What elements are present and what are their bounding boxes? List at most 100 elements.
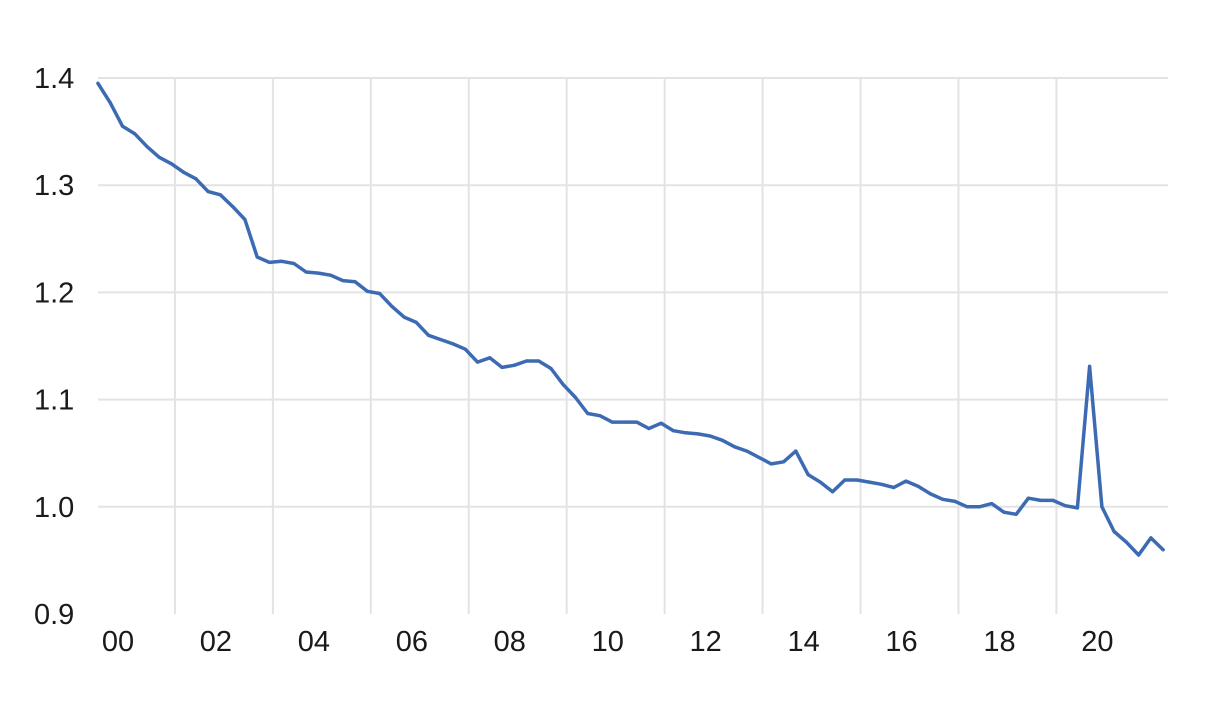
data-point (953, 499, 957, 504)
data-point (855, 478, 859, 482)
data-point (120, 124, 125, 128)
data-point (157, 155, 161, 159)
x-tick-label: 08 (494, 626, 526, 658)
data-point (194, 177, 198, 181)
data-point (549, 366, 553, 371)
data-point (512, 363, 516, 367)
data-point (904, 479, 908, 483)
data-point (1014, 512, 1018, 516)
x-tick-label: 14 (787, 626, 819, 658)
data-point (169, 162, 174, 166)
data-point (965, 505, 969, 509)
data-point (684, 431, 688, 435)
data-point (696, 432, 700, 436)
x-tick-label: 20 (1081, 626, 1113, 658)
data-point (671, 429, 676, 433)
data-point (96, 81, 100, 85)
x-axis-ticks: 00 02 04 06 08 10 12 14 16 18 20 (102, 626, 1114, 658)
data-point (329, 273, 333, 277)
x-tick-label: 12 (690, 626, 722, 658)
y-tick-label: 0.9 (34, 599, 74, 631)
data-point (390, 304, 394, 308)
x-tick-label: 16 (885, 626, 917, 658)
data-point (1026, 496, 1031, 500)
data-point (916, 484, 920, 489)
data-point (439, 337, 443, 342)
data-point (292, 261, 296, 266)
data-point (426, 333, 431, 337)
grid-layer (98, 77, 1168, 614)
data-point (316, 271, 320, 275)
data-point (1088, 364, 1092, 368)
series-layer (96, 81, 1165, 557)
data-point (243, 217, 247, 222)
data-point (647, 426, 651, 431)
data-point (610, 420, 614, 424)
data-point (1124, 540, 1128, 544)
data-point (1100, 505, 1104, 509)
data-point (659, 421, 663, 425)
data-point (1075, 506, 1080, 510)
data-point (377, 291, 382, 296)
data-point (231, 205, 235, 209)
data-point (218, 193, 223, 197)
data-point (879, 482, 884, 486)
data-point (794, 449, 798, 453)
data-point (1161, 548, 1165, 552)
data-point (365, 289, 369, 293)
data-point (1063, 504, 1067, 508)
data-point (1039, 498, 1043, 502)
data-point (537, 359, 541, 363)
data-point (561, 382, 565, 387)
data-point (586, 411, 590, 416)
data-point (708, 434, 712, 438)
data-point (843, 478, 847, 482)
data-point (867, 480, 871, 484)
data-point (892, 485, 896, 490)
data-point (720, 438, 724, 442)
data-point (402, 315, 406, 319)
x-tick-label: 18 (983, 626, 1015, 658)
data-point (475, 360, 480, 364)
data-point (757, 455, 761, 460)
data-point (304, 270, 308, 274)
data-point (1149, 536, 1153, 540)
y-tick-label: 1.2 (34, 277, 74, 309)
data-point (500, 365, 504, 370)
data-point (1051, 498, 1055, 502)
x-tick-label: 06 (396, 626, 428, 658)
data-point (488, 356, 492, 360)
data-point (941, 497, 945, 501)
data-point (108, 101, 112, 105)
data-point (818, 480, 822, 484)
data-point (635, 420, 639, 424)
y-tick-label: 1.0 (34, 492, 74, 524)
data-point (463, 347, 467, 351)
data-point (733, 445, 737, 449)
data-point (206, 190, 210, 194)
y-tick-label: 1.1 (34, 385, 74, 417)
data-point (145, 145, 149, 149)
y-tick-label: 1.3 (34, 170, 74, 202)
y-axis-ticks: 0.9 1.0 1.1 1.2 1.3 1.4 (34, 63, 74, 631)
data-point (1112, 529, 1116, 534)
data-point (781, 460, 786, 464)
data-point (1002, 510, 1006, 514)
data-point (806, 473, 810, 477)
data-point (990, 501, 994, 506)
data-point (830, 490, 835, 494)
data-point (182, 170, 186, 174)
data-point (451, 342, 455, 346)
data-point (353, 280, 357, 284)
x-tick-label: 02 (200, 626, 232, 658)
data-point (977, 505, 982, 509)
x-tick-label: 04 (298, 626, 330, 658)
data-point (1137, 553, 1141, 557)
data-point (133, 132, 137, 136)
data-point (280, 259, 284, 263)
data-point (524, 359, 529, 363)
data-point (414, 320, 418, 325)
y-tick-label: 1.4 (34, 63, 74, 95)
